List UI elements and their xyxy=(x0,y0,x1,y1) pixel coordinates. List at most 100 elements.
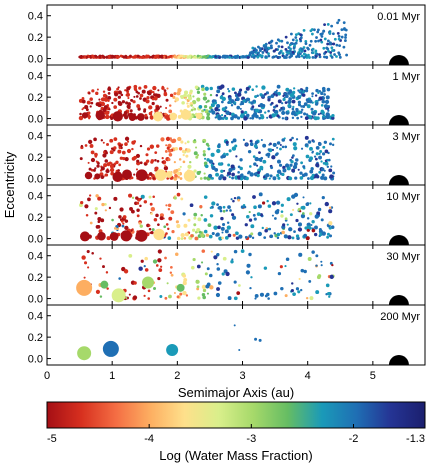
panel-5: 0.0 0.2 0.4 30 Myr xyxy=(28,244,426,306)
planetesimal-point xyxy=(131,196,135,199)
planetesimal-point xyxy=(124,157,129,162)
planetesimal-point xyxy=(97,220,101,224)
planetesimal-point xyxy=(267,54,271,58)
planetesimal-point xyxy=(315,163,320,168)
planetesimal-point xyxy=(179,165,182,168)
planetesimal-point xyxy=(281,172,285,177)
planetesimal-point xyxy=(103,105,108,109)
planetesimal-point xyxy=(322,29,326,33)
planetesimal-point xyxy=(216,287,220,291)
planetesimal-point xyxy=(276,114,280,118)
planetesimal-point xyxy=(217,225,221,230)
planetesimal-point xyxy=(203,104,208,109)
planet-point xyxy=(142,276,155,289)
planetesimal-point xyxy=(293,113,297,117)
planetesimal-point xyxy=(190,234,194,238)
panel-points xyxy=(76,249,409,305)
planetesimal-point xyxy=(303,112,307,116)
planetesimal-point xyxy=(166,282,169,285)
planetesimal-point xyxy=(94,55,98,58)
planetesimal-point xyxy=(326,87,331,92)
planetesimal-point xyxy=(338,44,341,48)
planetesimal-point xyxy=(242,99,246,103)
planetesimal-point xyxy=(326,291,331,296)
planetesimal-point xyxy=(311,32,314,36)
planetesimal-point xyxy=(128,253,133,258)
planetesimal-point xyxy=(280,45,284,49)
embryo-point xyxy=(81,112,89,119)
planetesimal-point xyxy=(327,109,330,112)
planetesimal-point xyxy=(153,96,158,101)
planetesimal-point xyxy=(301,93,306,97)
planetesimal-point xyxy=(261,94,265,98)
planetesimal-point xyxy=(289,47,292,51)
planetesimal-point xyxy=(95,289,101,294)
planetesimal-point xyxy=(224,116,229,121)
planetesimal-point xyxy=(342,45,346,49)
planetesimal-point xyxy=(344,28,348,32)
planetesimal-point xyxy=(306,217,310,220)
planetesimal-point xyxy=(181,101,185,105)
planetesimal-point xyxy=(173,171,177,174)
embryo-point xyxy=(122,169,132,180)
x-tick-label: 2 xyxy=(174,370,180,382)
planetesimal-point xyxy=(130,99,133,102)
planetesimal-point xyxy=(148,224,151,227)
planetesimal-point xyxy=(201,249,206,253)
planetesimal-point xyxy=(231,258,234,261)
planetesimal-point xyxy=(291,107,295,111)
planetesimal-point xyxy=(330,55,334,59)
planetesimal-point xyxy=(164,149,168,153)
planetesimal-point xyxy=(150,207,156,212)
x-tick-label: 5 xyxy=(370,370,376,382)
planetesimal-point xyxy=(267,204,272,208)
planetesimal-point xyxy=(291,50,295,54)
planetesimal-point xyxy=(104,173,108,177)
planetesimal-point xyxy=(309,296,314,301)
planetesimal-point xyxy=(278,163,283,167)
planetesimal-point xyxy=(140,259,144,263)
planetesimal-point xyxy=(121,224,125,228)
planetesimal-point xyxy=(291,38,295,42)
planetesimal-point xyxy=(202,288,207,293)
planetesimal-point xyxy=(128,193,133,198)
planetesimal-point xyxy=(340,28,344,32)
planetesimal-point xyxy=(320,264,323,267)
planetesimal-point xyxy=(315,145,320,150)
planetesimal-point xyxy=(213,255,218,260)
planetesimal-point xyxy=(324,201,329,207)
planetesimal-point xyxy=(194,236,199,241)
planetesimal-point xyxy=(325,95,330,100)
planetesimal-point xyxy=(292,154,295,157)
planetesimal-point xyxy=(243,205,247,209)
planetesimal-point xyxy=(266,116,269,119)
planetesimal-point xyxy=(257,204,262,209)
y-tick-label: 0.0 xyxy=(28,354,43,366)
embryo-point xyxy=(97,231,106,241)
planetesimal-point xyxy=(168,294,172,299)
planetesimal-point xyxy=(89,105,92,108)
planetesimal-point xyxy=(183,93,187,98)
planetesimal-point xyxy=(165,232,168,235)
planetesimal-point xyxy=(163,225,167,229)
planetesimal-point xyxy=(89,221,93,225)
planetesimal-point xyxy=(331,113,335,118)
planetesimal-point xyxy=(320,109,325,114)
planetesimal-point xyxy=(325,55,329,59)
planetesimal-point xyxy=(300,54,304,58)
planetesimal-point xyxy=(307,140,312,144)
planetesimal-point xyxy=(152,195,155,199)
planetesimal-point xyxy=(177,175,180,179)
planetesimal-point xyxy=(221,107,226,112)
planetesimal-point xyxy=(165,98,169,102)
panel-time-label: 30 Myr xyxy=(386,251,420,263)
planetesimal-point xyxy=(251,236,255,240)
planetesimal-point xyxy=(186,104,190,108)
planetesimal-point xyxy=(320,175,325,180)
x-tick-label: 0 xyxy=(44,370,50,382)
planetesimal-point xyxy=(230,260,234,264)
planetesimal-point xyxy=(285,94,289,98)
planetesimal-point xyxy=(254,140,259,145)
planetesimal-point xyxy=(193,107,197,111)
planetesimal-point xyxy=(296,116,300,120)
